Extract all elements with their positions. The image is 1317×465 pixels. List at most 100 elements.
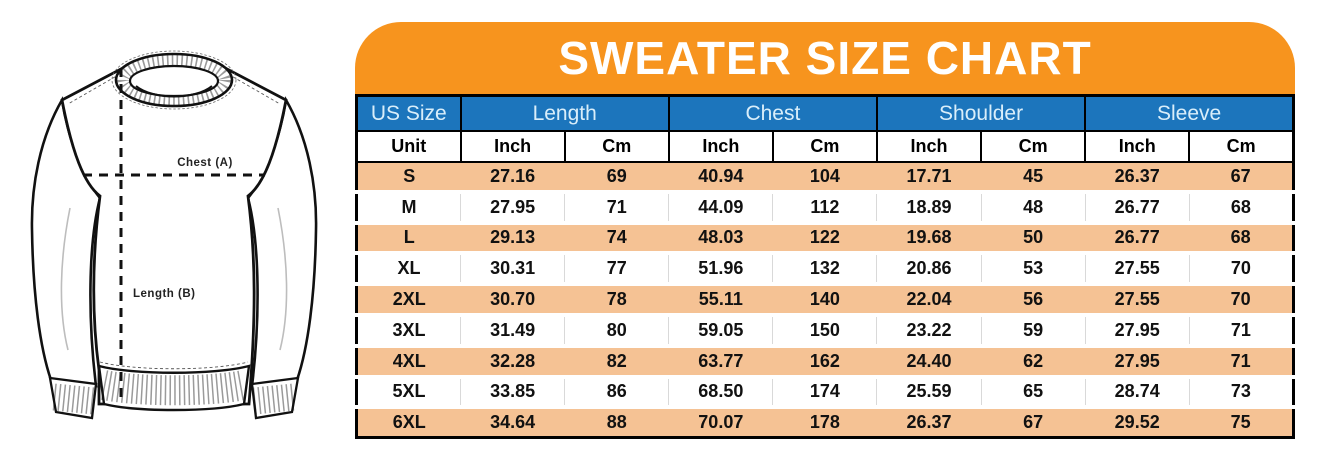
value-cell: 40.94	[668, 162, 773, 194]
size-cell: 5XL	[356, 376, 461, 410]
size-cell: XL	[356, 253, 461, 287]
value-cell: 150	[772, 314, 877, 348]
value-cell: 178	[772, 407, 877, 438]
size-table: US Size Length Chest Shoulder Sleeve Uni…	[355, 94, 1295, 440]
collar-back-line	[135, 85, 213, 98]
col-group-chest: Chest	[667, 94, 878, 132]
value-cell: 30.31	[460, 253, 565, 287]
value-cell: 65	[980, 376, 1086, 410]
value-cell: 70	[1189, 284, 1294, 317]
value-cell: 23.22	[876, 314, 982, 348]
value-cell: 17.71	[876, 162, 982, 194]
value-cell: 174	[772, 376, 877, 410]
group-header-row: US Size Length Chest Shoulder Sleeve	[355, 94, 1295, 132]
hem-seam-dashed	[99, 361, 249, 370]
right-cuff-ribbing	[252, 383, 296, 415]
value-cell: 104	[772, 162, 877, 194]
value-cell: 30.70	[460, 284, 565, 317]
value-cell: 80	[564, 314, 669, 348]
value-cell: 69	[564, 162, 669, 194]
value-cell: 88	[564, 407, 669, 438]
value-cell: 25.59	[876, 376, 982, 410]
size-cell: 2XL	[356, 284, 461, 317]
value-cell: 122	[772, 222, 877, 256]
left-cuff-outline	[48, 376, 98, 420]
value-cell: 48.03	[668, 222, 773, 256]
value-cell: 20.86	[876, 253, 982, 287]
value-cell: 31.49	[460, 314, 565, 348]
col-group-length: Length	[459, 94, 670, 132]
value-cell: 67	[1189, 162, 1294, 194]
value-cell: 26.37	[876, 407, 982, 438]
value-cell: 24.40	[876, 345, 982, 379]
value-cell: 48	[980, 191, 1086, 225]
value-cell: 112	[772, 191, 877, 225]
value-cell: 18.89	[876, 191, 982, 225]
value-cell: 26.37	[1085, 162, 1190, 194]
size-table-body: S 27.16 69 40.94 104 17.71 45 26.37 67 M 27.95 71 44…	[356, 162, 1294, 438]
value-cell: 71	[564, 191, 669, 225]
sweater-flat-svg: Chest (A) Length (B)	[30, 50, 318, 420]
value-cell: 59	[980, 314, 1086, 348]
value-cell: 78	[564, 284, 669, 317]
value-cell: 71	[1188, 314, 1294, 348]
sweater-diagram: Chest (A) Length (B)	[8, 46, 340, 442]
left-cuff-ribbing	[52, 383, 96, 415]
value-cell: 68	[1189, 222, 1294, 256]
table-row: 2XL 30.70 78 55.11 140 22.04 56 27.55 70	[356, 284, 1294, 317]
unit-header-cell: Cm	[563, 130, 670, 163]
table-row: M 27.95 71 44.09 112 18.89 48 26.77 68	[356, 191, 1294, 225]
table-row: 3XL 31.49 80 59.05 150 23.22 59 27.95 71	[356, 314, 1294, 348]
value-cell: 19.68	[876, 222, 982, 256]
value-cell: 74	[564, 222, 669, 256]
value-cell: 86	[564, 376, 669, 410]
value-cell: 55.11	[668, 284, 773, 317]
value-cell: 51.96	[668, 253, 773, 287]
value-cell: 27.16	[460, 162, 565, 194]
value-cell: 71	[1189, 345, 1294, 379]
value-cell: 29.13	[460, 222, 565, 256]
left-shoulder-seam	[67, 73, 121, 105]
hem-band-outline	[97, 364, 251, 412]
right-cuff-outline	[250, 376, 300, 420]
size-chart-banner: SWEATER SIZE CHART	[355, 22, 1295, 94]
value-cell: 70	[1188, 253, 1294, 287]
value-cell: 62	[981, 345, 1086, 379]
value-cell: 73	[1188, 376, 1294, 410]
size-cell: L	[356, 222, 461, 256]
table-row: 4XL 32.28 82 63.77 162 24.40 62 27.95 71	[356, 345, 1294, 379]
value-cell: 75	[1189, 407, 1294, 438]
value-cell: 77	[564, 253, 669, 287]
collar-ribbing	[116, 53, 232, 107]
value-cell: 29.52	[1085, 407, 1190, 438]
hem-ribbing	[100, 370, 248, 406]
value-cell: 34.64	[460, 407, 565, 438]
collar-seam-dashed	[111, 50, 237, 110]
value-cell: 70.07	[668, 407, 773, 438]
value-cell: 67	[981, 407, 1086, 438]
value-cell: 162	[772, 345, 877, 379]
col-group-sleeve: Sleeve	[1084, 94, 1295, 132]
col-group-shoulder: Shoulder	[875, 94, 1087, 132]
value-cell: 32.28	[460, 345, 565, 379]
unit-header-cell: Inch	[459, 130, 566, 163]
chest-label: Chest (A)	[177, 157, 233, 169]
value-cell: 26.77	[1085, 222, 1190, 256]
value-cell: 68	[1188, 191, 1294, 225]
value-cell: 132	[772, 253, 877, 287]
left-sleeve-crease	[60, 207, 71, 351]
unit-header-cell: Inch	[875, 130, 983, 163]
value-cell: 27.95	[1085, 345, 1190, 379]
table-row: S 27.16 69 40.94 104 17.71 45 26.37 67	[356, 162, 1294, 194]
value-cell: 63.77	[668, 345, 773, 379]
value-cell: 50	[981, 222, 1086, 256]
table-row: L 29.13 74 48.03 122 19.68 50 26.77 68	[356, 222, 1294, 256]
value-cell: 33.85	[460, 376, 565, 410]
col-group-us-size: US Size	[355, 94, 462, 132]
value-cell: 140	[772, 284, 877, 317]
size-chart-panel: SWEATER SIZE CHART US Size Length Chest …	[355, 22, 1295, 440]
table-row: 5XL 33.85 86 68.50 174 25.59 65 28.74 73	[356, 376, 1294, 410]
unit-header-row: Unit Inch Cm Inch Cm Inch Cm Inch Cm	[355, 130, 1295, 163]
size-cell: 4XL	[356, 345, 461, 379]
value-cell: 45	[981, 162, 1086, 194]
